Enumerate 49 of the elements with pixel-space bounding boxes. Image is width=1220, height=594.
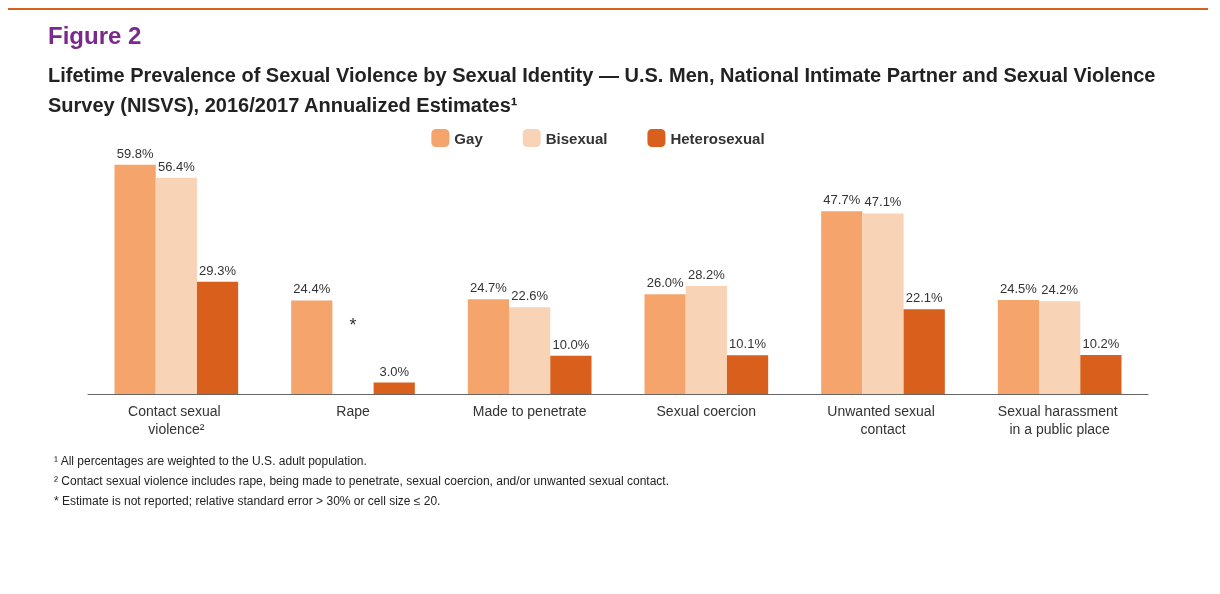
data-label: 59.8% xyxy=(116,145,154,161)
x-tick-label: Unwanted sexual contact xyxy=(827,403,939,437)
bar xyxy=(644,294,686,394)
data-label: 24.5% xyxy=(1000,281,1038,297)
data-label: 29.3% xyxy=(199,262,237,278)
bar xyxy=(155,177,197,394)
text: * Estimate is not reported; relative standard error > 30% or cell size ≤ 20. xyxy=(54,494,442,508)
bar xyxy=(1039,301,1081,394)
x-tick-label: Contact sexual violence² xyxy=(128,403,225,437)
data-label: 24.4% xyxy=(293,281,331,297)
data-label: 10.1% xyxy=(729,336,767,352)
data-label: 47.7% xyxy=(823,192,861,208)
data-label: 56.4% xyxy=(157,158,196,174)
legend-label: Heterosexual xyxy=(670,129,765,147)
data-label: 10.2% xyxy=(1082,335,1120,351)
data-label: 22.6% xyxy=(511,288,549,304)
data-label: 24.2% xyxy=(1041,282,1079,298)
bar xyxy=(114,164,156,394)
data-label: 22.1% xyxy=(905,290,944,306)
bar xyxy=(509,307,551,394)
data-label: 10.0% xyxy=(552,336,590,352)
text: * xyxy=(349,315,357,335)
bar xyxy=(196,281,239,394)
data-label: 47.1% xyxy=(864,194,902,210)
chart-title: Figure 2 xyxy=(48,22,143,50)
text: ¹ All percentages are weighted to the U.S. adult population. xyxy=(54,454,368,468)
text: ² Contact sexual violence includes rape, being made to penetrate, sexual coercion, and/or unwanted sexual contact. xyxy=(54,474,671,488)
bar xyxy=(821,211,863,394)
data-label: 3.0% xyxy=(379,363,410,379)
bar xyxy=(291,300,333,394)
data-label: 28.2% xyxy=(687,266,726,282)
bar xyxy=(1080,354,1122,394)
data-label: 26.0% xyxy=(646,275,684,291)
bar xyxy=(685,285,727,394)
chart-subtitle: Lifetime Prevalence of Sexual Violence by Sexual Identity — U.S. Men, National Intimate Partner and Sexual Violence Survey (NISVS), 2016/2017 Annualized Estimates¹ xyxy=(48,63,1157,118)
bar xyxy=(726,355,769,394)
bar xyxy=(550,355,592,394)
x-tick-label: Sexual coercion xyxy=(656,403,757,419)
bar xyxy=(467,299,510,394)
bar xyxy=(862,213,904,394)
bar xyxy=(903,309,945,394)
x-tick-label: Sexual harassment in a public place xyxy=(997,403,1122,437)
x-tick-label: Made to penetrate xyxy=(472,403,587,419)
legend-label: Gay xyxy=(454,129,484,147)
bar xyxy=(997,300,1040,394)
legend-label: Bisexual xyxy=(545,129,608,147)
bar xyxy=(373,382,415,394)
x-tick-label: Rape xyxy=(336,403,370,419)
data-label: 24.7% xyxy=(470,280,508,296)
